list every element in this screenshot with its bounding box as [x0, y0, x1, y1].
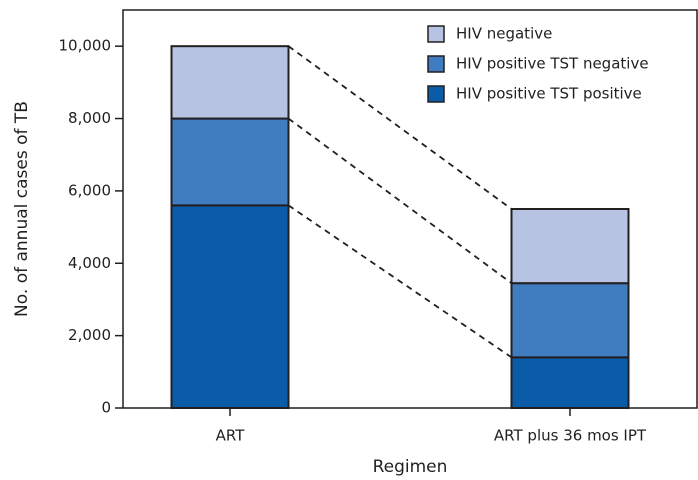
legend-swatch	[427, 25, 445, 43]
legend-swatch	[427, 55, 445, 73]
x-tick-label: ART	[216, 427, 246, 445]
x-tick-label: ART plus 36 mos IPT	[494, 427, 647, 445]
y-tick-label: 4,000	[68, 254, 111, 272]
y-tick-label: 0	[101, 399, 111, 417]
y-tick-label: 6,000	[68, 181, 111, 199]
bar-segment	[170, 117, 290, 207]
bar-segment	[510, 208, 630, 285]
connector	[287, 204, 513, 359]
connector	[287, 45, 513, 210]
legend-swatch	[427, 85, 445, 103]
bar-segment	[170, 204, 290, 409]
legend-label: HIV positive TST positive	[456, 85, 642, 103]
legend-label: HIV negative	[456, 25, 552, 43]
y-tick-label: 10,000	[59, 37, 112, 55]
bar-segment	[510, 282, 630, 359]
y-tick-label: 2,000	[68, 326, 111, 344]
y-axis-title: No. of annual cases of TB	[12, 101, 32, 317]
bar-segment	[510, 356, 630, 410]
bar-segment	[170, 45, 290, 120]
plot-frame	[122, 9, 698, 409]
legend-label: HIV positive TST negative	[456, 55, 649, 73]
x-axis-title: Regimen	[373, 457, 448, 477]
connector	[287, 117, 513, 284]
y-tick-label: 8,000	[68, 109, 111, 127]
